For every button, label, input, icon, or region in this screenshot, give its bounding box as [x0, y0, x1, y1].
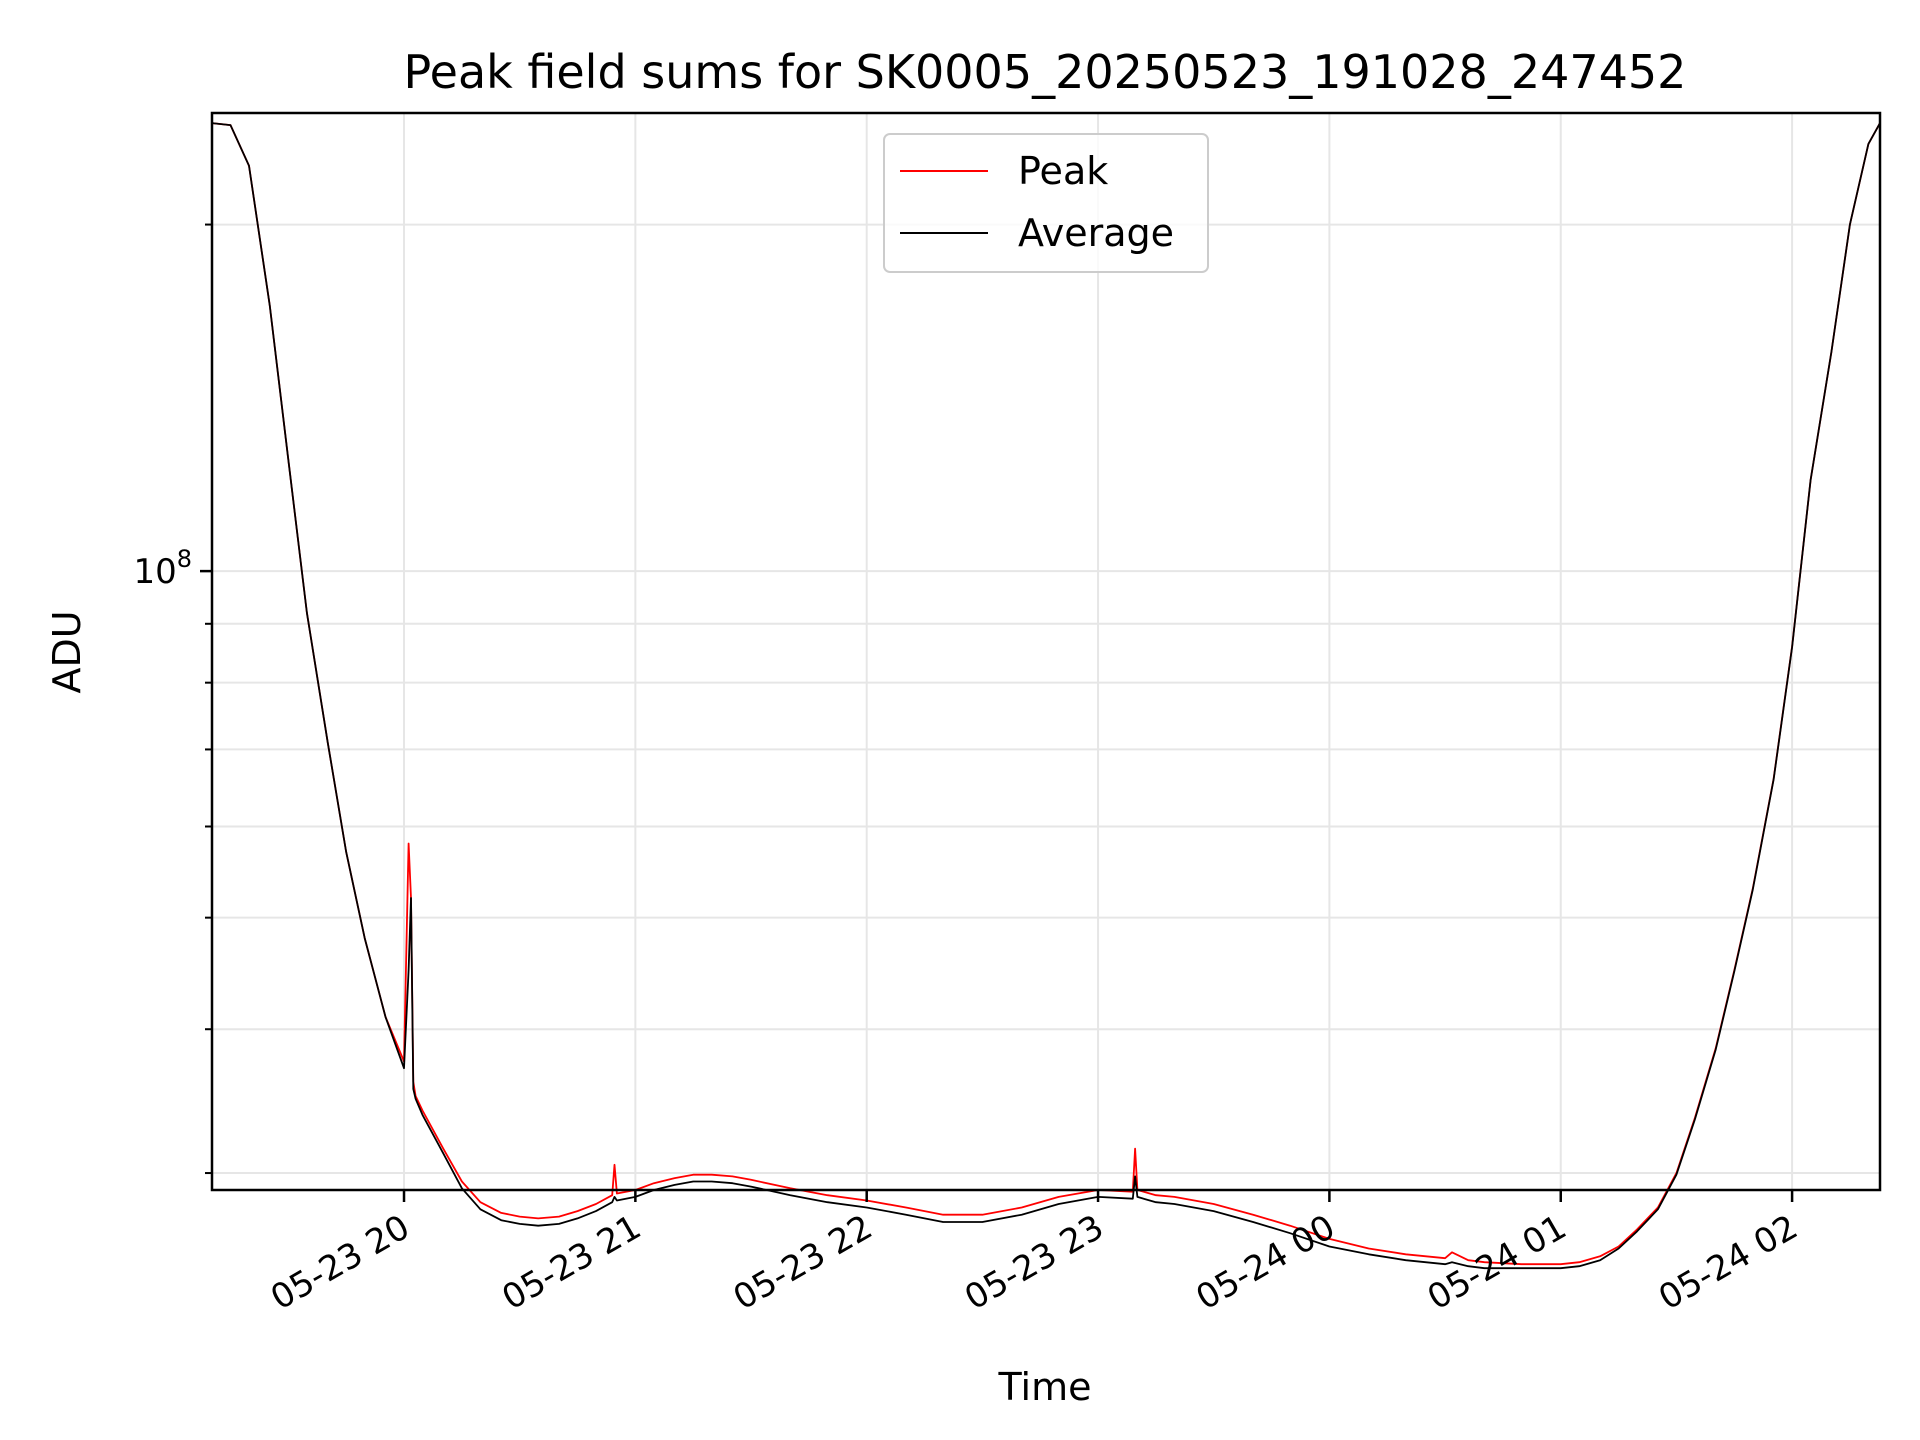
y-axis-label: ADU	[45, 610, 89, 693]
series-line-average	[211, 122, 1881, 1270]
y-axis: 108	[133, 223, 212, 1175]
legend-label-average: Average	[1018, 211, 1174, 255]
x-axis-label: Time	[998, 1365, 1092, 1409]
y-tick-label: 108	[133, 545, 192, 592]
legend-label-peak: Peak	[1018, 149, 1108, 193]
series-layer	[211, 122, 1881, 1270]
legend: Peak Average	[883, 133, 1209, 273]
legend-box	[883, 133, 1209, 273]
chart-title: Peak field sums for SK0005_20250523_1910…	[404, 45, 1687, 99]
plot-frame	[210, 111, 1882, 1192]
